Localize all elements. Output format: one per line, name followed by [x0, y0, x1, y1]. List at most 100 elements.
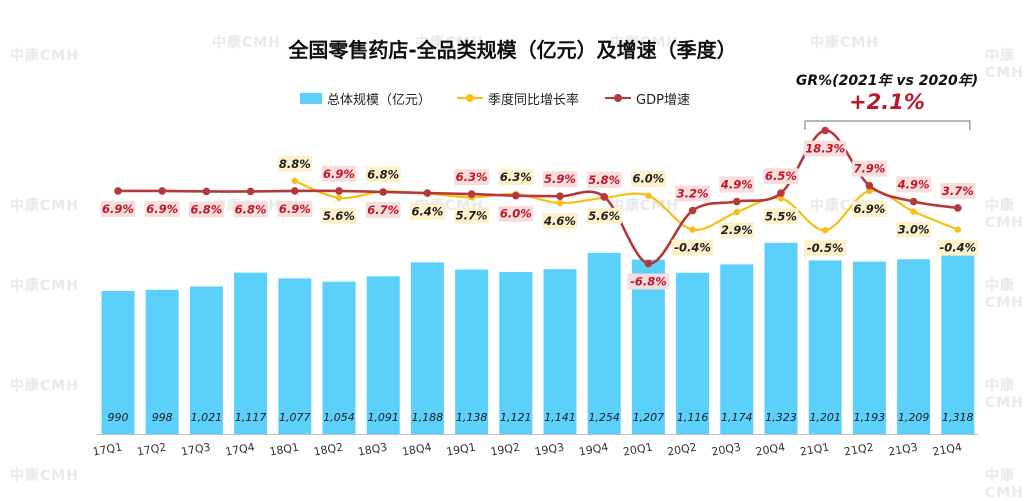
- gdp-label-19Q3: 5.9%: [542, 171, 578, 188]
- yoy-label-19Q1: 5.7%: [454, 207, 489, 224]
- yoy-label-21Q2-bg: [852, 200, 887, 217]
- yoy-point-20Q3: [733, 208, 740, 216]
- gdp-label-20Q2-text: 3.2%: [677, 187, 709, 201]
- x-tick-20Q2: 20Q2: [666, 441, 697, 459]
- yoy-point-20Q4: [777, 195, 785, 202]
- gdp-label-20Q1: -6.8%: [627, 273, 670, 290]
- gdp-label-17Q4-bg: [233, 201, 268, 218]
- gdp-label-19Q3-text: 5.9%: [544, 172, 576, 186]
- yoy-label-18Q4-bg: [410, 203, 445, 220]
- gdp-label-17Q2-bg: [144, 200, 180, 217]
- yoy-point-21Q3: [910, 208, 917, 215]
- bar-18Q4: [410, 262, 444, 434]
- gdp-point-21Q4: [954, 204, 962, 212]
- yoy-label-20Q4-bg: [763, 208, 799, 225]
- gdp-label-18Q3-bg: [365, 201, 401, 218]
- gdp-label-18Q3-text: 6.7%: [367, 203, 399, 217]
- x-tick-20Q3: 20Q3: [710, 441, 741, 459]
- legend-item-gdp: GDP增速: [605, 89, 690, 108]
- gdp-label-17Q1-text: 6.9%: [102, 202, 134, 216]
- gdp-point-20Q3: [733, 197, 741, 206]
- x-tick-21Q4: 21Q4: [931, 441, 962, 459]
- gdp-point-21Q2: [865, 181, 874, 190]
- x-tick-19Q2: 19Q2: [489, 441, 520, 459]
- yoy-label-19Q4: 5.6%: [586, 207, 622, 224]
- gdp-point-18Q3: [379, 188, 388, 196]
- gdp-label-21Q3: 4.9%: [896, 176, 931, 193]
- bar-21Q3: [897, 259, 931, 434]
- bar-21Q1: [808, 260, 842, 434]
- gdp-label-17Q1-bg: [100, 200, 136, 217]
- gdp-label-17Q4: 6.8%: [233, 201, 268, 218]
- yoy-label-21Q2-text: 6.9%: [853, 202, 885, 216]
- gdp-point-20Q4: [777, 189, 785, 197]
- gdp-label-21Q4-bg: [940, 182, 976, 199]
- gdp-label-18Q1-text: 6.9%: [279, 202, 311, 216]
- x-tick-19Q3: 19Q3: [534, 441, 565, 459]
- gdp-point-19Q2: [512, 191, 520, 200]
- chart-svg: 990 998 1,021 1,117 1,077 1,054 1,091 1,188 1,13…: [92, 120, 979, 459]
- bar-label-18Q3: 1,091: [367, 411, 399, 424]
- bar-label-21Q2: 1,193: [854, 411, 886, 424]
- gdp-point-18Q1: [291, 187, 299, 195]
- gdp-label-17Q2-text: 6.9%: [146, 202, 178, 216]
- growth-annotation-title: GR%(2021年 vs 2020年): [795, 73, 979, 89]
- yoy-label-18Q4-text: 6.4%: [411, 205, 443, 219]
- bar-20Q4: [764, 242, 798, 434]
- x-tick-18Q4: 18Q4: [401, 441, 432, 459]
- yoy-label-20Q1-text: 6.0%: [632, 172, 664, 186]
- x-tick-18Q1: 18Q1: [268, 441, 299, 459]
- bar-label-19Q1: 1,138: [456, 411, 488, 424]
- watermark: 中康CMH: [415, 35, 484, 51]
- bar-20Q3: [720, 264, 754, 434]
- x-tick-17Q3: 17Q3: [180, 441, 211, 459]
- watermark: 中康CMH: [10, 468, 79, 484]
- gdp-point-19Q1: [467, 190, 476, 198]
- yoy-label-21Q1: -0.5%: [804, 240, 847, 257]
- legend-label-volume: 总体规模（亿元）: [327, 92, 432, 108]
- gdp-label-21Q1: 18.3%: [804, 140, 847, 157]
- watermark: 中康CMH: [985, 198, 1024, 231]
- gdp-label-17Q3-text: 6.8%: [190, 202, 222, 216]
- watermark: 中康CMH: [10, 278, 79, 294]
- gdp-label-21Q2: 7.9%: [852, 160, 887, 177]
- gdp-label-20Q4-text: 6.5%: [765, 169, 797, 183]
- yoy-label-18Q4: 6.4%: [410, 203, 445, 220]
- bar-label-20Q4: 1,323: [765, 411, 797, 424]
- watermark: 中康CMH: [985, 48, 1024, 81]
- x-tick-17Q2: 17Q2: [136, 441, 167, 459]
- gdp-label-21Q3-bg: [896, 176, 931, 193]
- yoy-label-19Q3-bg: [542, 213, 578, 230]
- bar-17Q1: [101, 290, 135, 434]
- yoy-label-21Q4-text: -0.4%: [939, 241, 976, 255]
- legend-label-gdp: GDP增速: [636, 92, 690, 108]
- bar-21Q2: [852, 261, 886, 434]
- yoy-label-18Q3: 6.8%: [365, 166, 401, 183]
- gdp-label-18Q2: 6.9%: [321, 165, 357, 182]
- gdp-label-21Q1-bg: [804, 140, 847, 157]
- watermark: 中康CMH: [985, 278, 1024, 311]
- gdp-label-19Q2-bg: [498, 205, 534, 222]
- watermark: 中康CMH: [810, 35, 879, 51]
- growth-annotation-value: +2.1%: [849, 90, 925, 114]
- legend-label-yoy: 季度同比增长率: [488, 92, 580, 108]
- yoy-label-19Q1-bg: [454, 207, 489, 224]
- legend-swatch-yoy: [457, 92, 484, 104]
- gdp-label-17Q4-text: 6.8%: [235, 202, 267, 216]
- yoy-label-21Q3: 3.0%: [896, 221, 931, 238]
- gdp-label-19Q1: 6.3%: [454, 169, 489, 186]
- yoy-label-21Q4-bg: [936, 239, 979, 256]
- yoy-label-19Q1-text: 5.7%: [456, 208, 488, 222]
- x-tick-17Q4: 17Q4: [224, 441, 255, 459]
- yoy-label-19Q3-text: 4.6%: [543, 214, 576, 228]
- yoy-label-18Q2-text: 5.6%: [323, 209, 355, 223]
- gdp-label-20Q2: 3.2%: [675, 185, 710, 202]
- yoy-point-18Q1: [291, 177, 298, 185]
- watermark: 中康CMH: [10, 378, 79, 394]
- chart-area: 中康CMH 中康CMH 中康CMH 中康CMH 中康CMH 中康CMH 中康CMH 中康CMH…: [10, 35, 1024, 501]
- yoy-label-19Q3: 4.6%: [542, 213, 578, 230]
- x-tick-20Q1: 20Q1: [622, 441, 653, 459]
- yoy-label-18Q2-bg: [321, 207, 357, 224]
- bar-17Q3: [189, 286, 223, 434]
- bar-17Q2: [145, 289, 179, 434]
